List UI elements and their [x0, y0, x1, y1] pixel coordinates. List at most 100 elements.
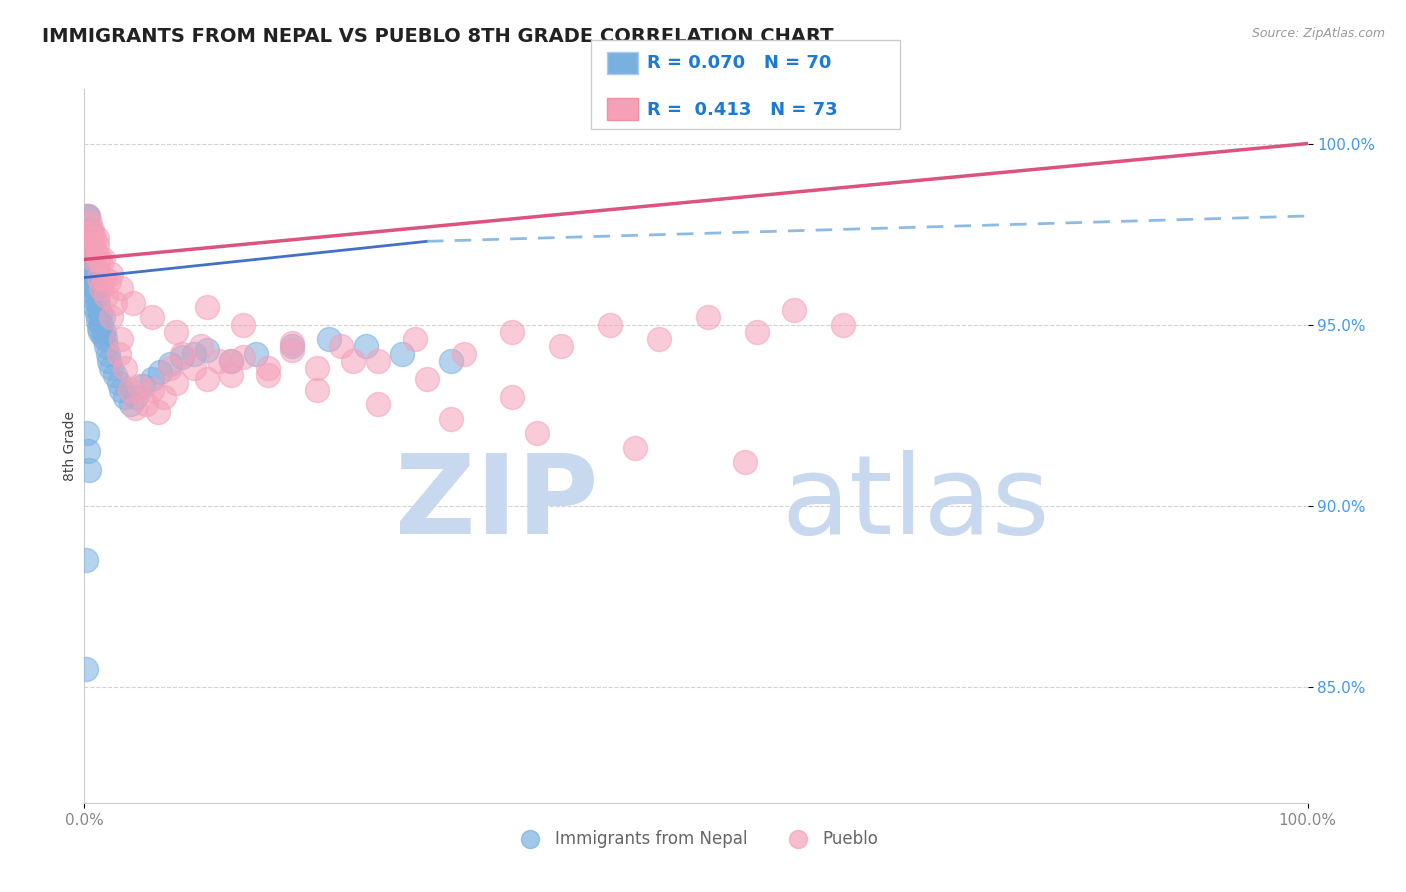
Point [107, 376, 129, 390]
Point [84, 300, 107, 314]
Point [79, 216, 101, 230]
Point [624, 441, 647, 455]
Point [783, 303, 806, 318]
Point [75, 662, 97, 676]
Point [502, 390, 524, 404]
Text: atlas: atlas [782, 450, 1050, 557]
Point [502, 325, 524, 339]
Point [257, 361, 280, 376]
Point [100, 267, 122, 281]
Point [77, 462, 100, 476]
Text: R =  0.413   N = 73: R = 0.413 N = 73 [647, 101, 838, 119]
Point [107, 346, 129, 360]
Point [86, 307, 108, 321]
Point [77, 444, 100, 458]
Point [82, 252, 104, 267]
Point [232, 318, 254, 332]
Point [305, 361, 328, 376]
Point [219, 354, 242, 368]
Text: ZIP: ZIP [395, 450, 598, 557]
Point [281, 343, 304, 357]
Point [90, 281, 112, 295]
Point [80, 245, 103, 260]
Point [149, 365, 172, 379]
Point [87, 321, 110, 335]
Point [141, 383, 163, 397]
Point [132, 379, 155, 393]
Point [120, 397, 142, 411]
Point [747, 325, 769, 339]
Point [165, 325, 187, 339]
Point [93, 325, 115, 339]
Point [86, 230, 108, 244]
Point [208, 354, 231, 368]
Point [91, 328, 114, 343]
Point [100, 361, 122, 376]
Point [599, 318, 621, 332]
Point [76, 426, 98, 441]
Point [75, 227, 97, 241]
Point [195, 372, 218, 386]
Text: R = 0.070   N = 70: R = 0.070 N = 70 [647, 54, 831, 72]
Point [82, 285, 104, 299]
Point [110, 281, 132, 295]
Point [96, 339, 118, 353]
Point [135, 397, 157, 411]
Point [76, 209, 98, 223]
Point [367, 354, 389, 368]
Point [183, 346, 205, 360]
Point [77, 238, 100, 252]
Point [87, 314, 110, 328]
Point [453, 346, 475, 360]
Point [440, 412, 463, 426]
Point [159, 361, 181, 376]
Point [89, 325, 111, 339]
Point [87, 303, 110, 318]
Point [97, 346, 120, 360]
Point [165, 376, 187, 390]
Text: IMMIGRANTS FROM NEPAL VS PUEBLO 8TH GRADE CORRELATION CHART: IMMIGRANTS FROM NEPAL VS PUEBLO 8TH GRAD… [42, 27, 834, 45]
Point [97, 354, 120, 368]
Point [330, 339, 353, 353]
Point [83, 230, 105, 244]
Point [77, 223, 100, 237]
Point [367, 397, 389, 411]
Point [75, 252, 97, 267]
Point [124, 401, 146, 415]
Point [354, 339, 377, 353]
Point [172, 351, 194, 365]
Y-axis label: 8th Grade: 8th Grade [63, 411, 77, 481]
Point [342, 354, 364, 368]
Point [114, 390, 136, 404]
Point [318, 332, 340, 346]
Point [84, 281, 107, 295]
Point [86, 238, 108, 252]
Point [90, 318, 112, 332]
Point [97, 274, 120, 288]
Point [80, 238, 103, 252]
Point [89, 307, 111, 321]
Point [305, 383, 328, 397]
Point [89, 252, 111, 267]
Point [82, 270, 104, 285]
Point [91, 310, 114, 325]
Point [87, 270, 110, 285]
Point [84, 245, 107, 260]
Point [440, 354, 463, 368]
Point [195, 300, 218, 314]
Point [80, 227, 103, 241]
Point [245, 346, 267, 360]
Point [79, 270, 101, 285]
Point [104, 296, 127, 310]
Point [104, 368, 127, 383]
Legend: Immigrants from Nepal, Pueblo: Immigrants from Nepal, Pueblo [506, 824, 886, 855]
Point [80, 263, 103, 277]
Point [697, 310, 720, 325]
Point [80, 277, 103, 292]
Point [96, 288, 118, 302]
Point [257, 368, 280, 383]
Point [110, 332, 132, 346]
Point [76, 245, 98, 260]
Point [416, 372, 439, 386]
Point [648, 332, 671, 346]
